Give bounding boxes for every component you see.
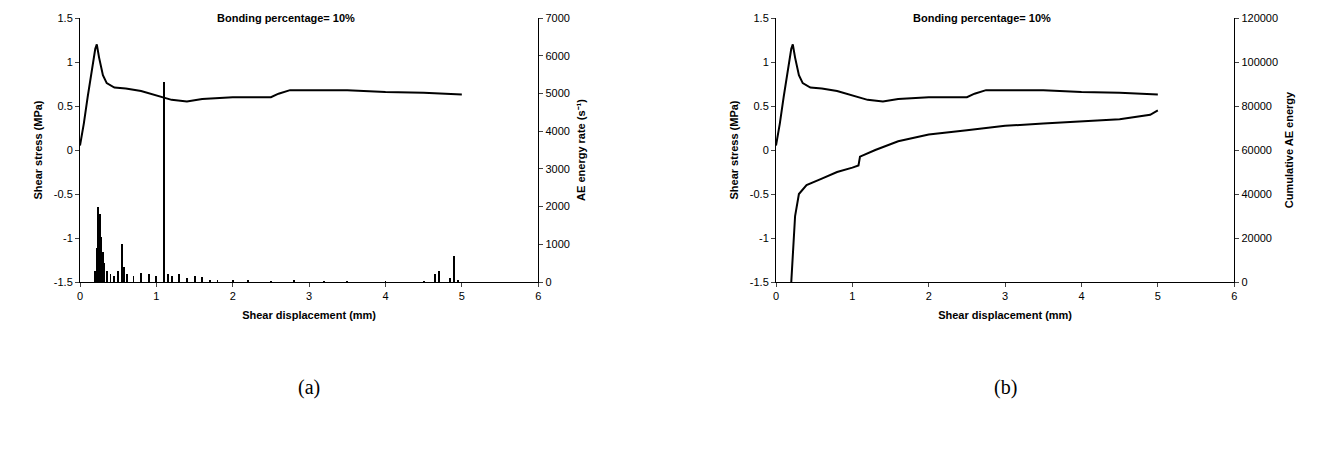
svg-text:5: 5 bbox=[459, 290, 465, 302]
svg-text:4000: 4000 bbox=[545, 125, 569, 137]
svg-text:0: 0 bbox=[545, 276, 551, 288]
svg-text:Shear displacement (mm): Shear displacement (mm) bbox=[242, 309, 376, 321]
svg-text:6000: 6000 bbox=[545, 50, 569, 62]
svg-text:5: 5 bbox=[1155, 290, 1161, 302]
svg-text:0: 0 bbox=[763, 144, 769, 156]
svg-text:Shear stress (MPa): Shear stress (MPa) bbox=[32, 100, 44, 199]
svg-text:1: 1 bbox=[763, 56, 769, 68]
svg-text:6: 6 bbox=[1231, 290, 1237, 302]
svg-text:0: 0 bbox=[773, 290, 779, 302]
svg-text:0.5: 0.5 bbox=[754, 100, 769, 112]
svg-text:AE energy rate (s⁻¹): AE energy rate (s⁻¹) bbox=[575, 99, 587, 201]
svg-text:-1.5: -1.5 bbox=[54, 276, 73, 288]
svg-text:-0.5: -0.5 bbox=[54, 188, 73, 200]
svg-text:0: 0 bbox=[77, 290, 83, 302]
svg-text:0.5: 0.5 bbox=[58, 100, 73, 112]
svg-text:(a): (a) bbox=[298, 376, 320, 399]
svg-text:(b): (b) bbox=[994, 376, 1017, 399]
svg-text:Cumulative AE energy: Cumulative AE energy bbox=[1283, 91, 1295, 208]
svg-text:4: 4 bbox=[382, 290, 388, 302]
svg-text:100000: 100000 bbox=[1241, 56, 1278, 68]
svg-text:3: 3 bbox=[306, 290, 312, 302]
svg-text:0: 0 bbox=[67, 144, 73, 156]
svg-text:Bonding percentage= 10%: Bonding percentage= 10% bbox=[217, 12, 355, 24]
svg-text:1000: 1000 bbox=[545, 238, 569, 250]
svg-text:80000: 80000 bbox=[1241, 100, 1272, 112]
svg-text:20000: 20000 bbox=[1241, 232, 1272, 244]
svg-text:6: 6 bbox=[535, 290, 541, 302]
svg-text:60000: 60000 bbox=[1241, 144, 1272, 156]
svg-text:40000: 40000 bbox=[1241, 188, 1272, 200]
svg-text:Bonding percentage= 10%: Bonding percentage= 10% bbox=[913, 12, 1051, 24]
svg-text:4: 4 bbox=[1078, 290, 1084, 302]
svg-text:3000: 3000 bbox=[545, 163, 569, 175]
svg-text:2000: 2000 bbox=[545, 200, 569, 212]
svg-text:-1.5: -1.5 bbox=[750, 276, 769, 288]
svg-text:-1: -1 bbox=[759, 232, 769, 244]
svg-text:1.5: 1.5 bbox=[58, 12, 73, 24]
svg-text:Shear displacement (mm): Shear displacement (mm) bbox=[938, 309, 1072, 321]
svg-text:-0.5: -0.5 bbox=[750, 188, 769, 200]
svg-text:2: 2 bbox=[230, 290, 236, 302]
svg-text:7000: 7000 bbox=[545, 12, 569, 24]
svg-text:-1: -1 bbox=[63, 232, 73, 244]
svg-text:1: 1 bbox=[849, 290, 855, 302]
svg-text:3: 3 bbox=[1002, 290, 1008, 302]
svg-text:Shear stress (MPa): Shear stress (MPa) bbox=[728, 100, 740, 199]
svg-text:1: 1 bbox=[153, 290, 159, 302]
svg-text:5000: 5000 bbox=[545, 87, 569, 99]
svg-text:1.5: 1.5 bbox=[754, 12, 769, 24]
svg-text:0: 0 bbox=[1241, 276, 1247, 288]
svg-text:1: 1 bbox=[67, 56, 73, 68]
svg-text:2: 2 bbox=[926, 290, 932, 302]
svg-text:120000: 120000 bbox=[1241, 12, 1278, 24]
